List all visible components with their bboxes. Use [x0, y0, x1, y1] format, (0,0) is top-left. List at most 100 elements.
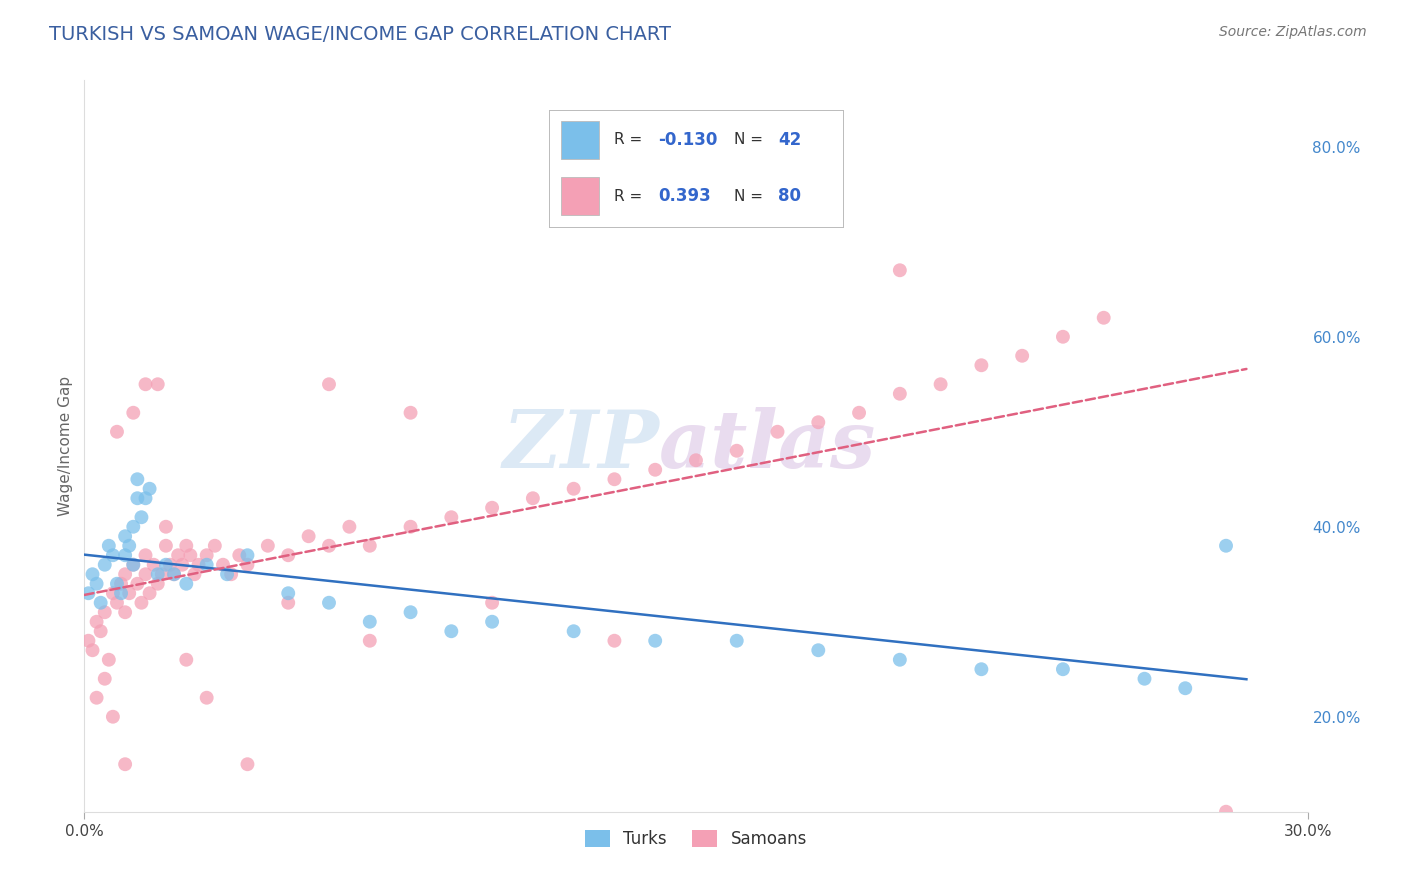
Point: [1215, 539, 1237, 553]
Point: [236, 757, 259, 772]
Point: [142, 558, 165, 572]
Point: [440, 624, 463, 639]
Point: [1011, 349, 1033, 363]
Text: TURKISH VS SAMOAN WAGE/INCOME GAP CORRELATION CHART: TURKISH VS SAMOAN WAGE/INCOME GAP CORREL…: [49, 25, 671, 44]
Point: [970, 358, 993, 372]
Point: [146, 576, 169, 591]
Point: [172, 558, 194, 572]
Point: [122, 558, 145, 572]
Point: [155, 520, 177, 534]
Point: [187, 558, 209, 572]
Point: [77, 586, 100, 600]
Point: [603, 633, 626, 648]
Point: [114, 605, 136, 619]
Point: [399, 406, 422, 420]
Point: [101, 548, 124, 562]
Point: [440, 510, 463, 524]
Point: [848, 406, 870, 420]
Point: [195, 548, 218, 562]
Point: [138, 482, 160, 496]
Point: [766, 425, 789, 439]
Point: [685, 453, 707, 467]
Point: [159, 558, 181, 572]
Point: [114, 567, 136, 582]
Point: [298, 529, 321, 543]
Point: [889, 263, 911, 277]
Point: [122, 520, 145, 534]
Point: [481, 500, 503, 515]
Point: [86, 576, 108, 591]
Text: ZIP: ZIP: [502, 408, 659, 484]
Text: Source: ZipAtlas.com: Source: ZipAtlas.com: [1219, 25, 1367, 39]
Point: [163, 567, 186, 582]
Point: [138, 586, 160, 600]
Point: [725, 443, 748, 458]
Point: [86, 615, 108, 629]
Point: [204, 539, 226, 553]
Point: [114, 757, 136, 772]
Point: [212, 558, 235, 572]
Point: [183, 567, 205, 582]
Point: [179, 548, 201, 562]
Point: [522, 491, 544, 506]
Point: [807, 643, 830, 657]
Point: [644, 633, 666, 648]
Point: [603, 472, 626, 486]
Point: [174, 576, 197, 591]
Point: [155, 539, 177, 553]
Point: [131, 510, 153, 524]
Point: [217, 567, 239, 582]
Point: [135, 377, 157, 392]
Point: [105, 576, 128, 591]
Point: [399, 520, 422, 534]
Point: [725, 633, 748, 648]
Point: [127, 576, 149, 591]
Point: [236, 558, 259, 572]
Point: [110, 586, 132, 600]
Point: [174, 539, 197, 553]
Point: [318, 596, 340, 610]
Point: [135, 548, 157, 562]
Point: [93, 605, 115, 619]
Point: [93, 672, 115, 686]
Point: [929, 377, 952, 392]
Point: [257, 539, 280, 553]
Point: [1052, 330, 1074, 344]
Point: [122, 406, 145, 420]
Point: [481, 615, 503, 629]
Point: [807, 415, 830, 429]
Point: [562, 624, 585, 639]
Point: [195, 558, 218, 572]
Point: [318, 377, 340, 392]
Point: [135, 491, 157, 506]
Point: [127, 472, 149, 486]
Point: [155, 558, 177, 572]
Point: [1174, 681, 1197, 696]
Point: [105, 425, 128, 439]
Point: [195, 690, 218, 705]
Point: [1052, 662, 1074, 676]
Point: [236, 548, 259, 562]
Point: [889, 386, 911, 401]
Point: [167, 548, 190, 562]
Point: [277, 548, 299, 562]
Point: [82, 567, 104, 582]
Point: [93, 558, 115, 572]
Point: [146, 567, 169, 582]
Point: [359, 633, 381, 648]
Text: atlas: atlas: [659, 408, 877, 484]
Point: [359, 539, 381, 553]
Point: [131, 596, 153, 610]
Legend: Turks, Samoans: Turks, Samoans: [578, 823, 814, 855]
Point: [127, 491, 149, 506]
Point: [110, 576, 132, 591]
Point: [219, 567, 242, 582]
Point: [135, 567, 157, 582]
Y-axis label: Wage/Income Gap: Wage/Income Gap: [58, 376, 73, 516]
Point: [1133, 672, 1156, 686]
Point: [277, 596, 299, 610]
Point: [97, 539, 120, 553]
Point: [146, 377, 169, 392]
Point: [101, 586, 124, 600]
Point: [97, 653, 120, 667]
